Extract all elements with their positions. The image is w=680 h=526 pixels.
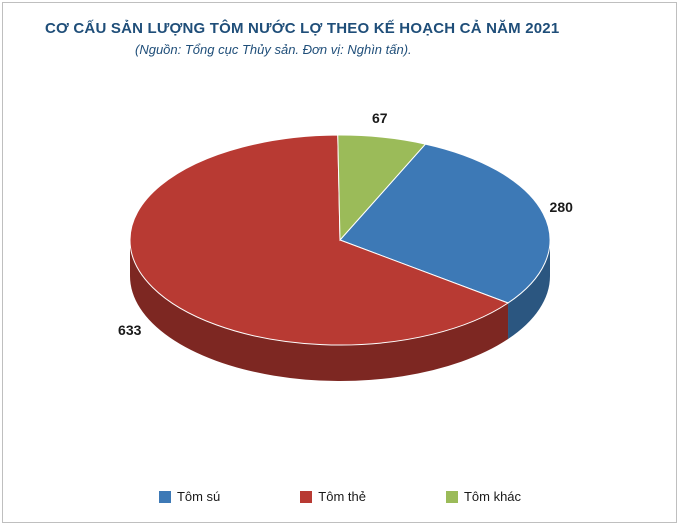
legend-label: Tôm sú [177, 489, 220, 504]
legend-item: Tôm thẻ [300, 489, 366, 504]
legend-item: Tôm khác [446, 489, 521, 504]
legend-label: Tôm thẻ [318, 489, 366, 504]
legend-swatch [300, 491, 312, 503]
pie-chart: 280 633 67 [0, 90, 680, 430]
pie-svg [0, 90, 680, 430]
data-label: 280 [550, 199, 573, 215]
legend-label: Tôm khác [464, 489, 521, 504]
legend: Tôm sú Tôm thẻ Tôm khác [0, 489, 680, 504]
chart-subtitle: (Nguồn: Tổng cục Thủy sản. Đơn vị: Nghìn… [135, 42, 412, 57]
data-label: 67 [372, 110, 388, 126]
legend-item: Tôm sú [159, 489, 220, 504]
chart-title: CƠ CẤU SẢN LƯỢNG TÔM NƯỚC LỢ THEO KẾ HOẠ… [45, 20, 559, 37]
legend-swatch [446, 491, 458, 503]
legend-swatch [159, 491, 171, 503]
chart-container: CƠ CẤU SẢN LƯỢNG TÔM NƯỚC LỢ THEO KẾ HOẠ… [0, 0, 680, 526]
data-label: 633 [118, 322, 141, 338]
